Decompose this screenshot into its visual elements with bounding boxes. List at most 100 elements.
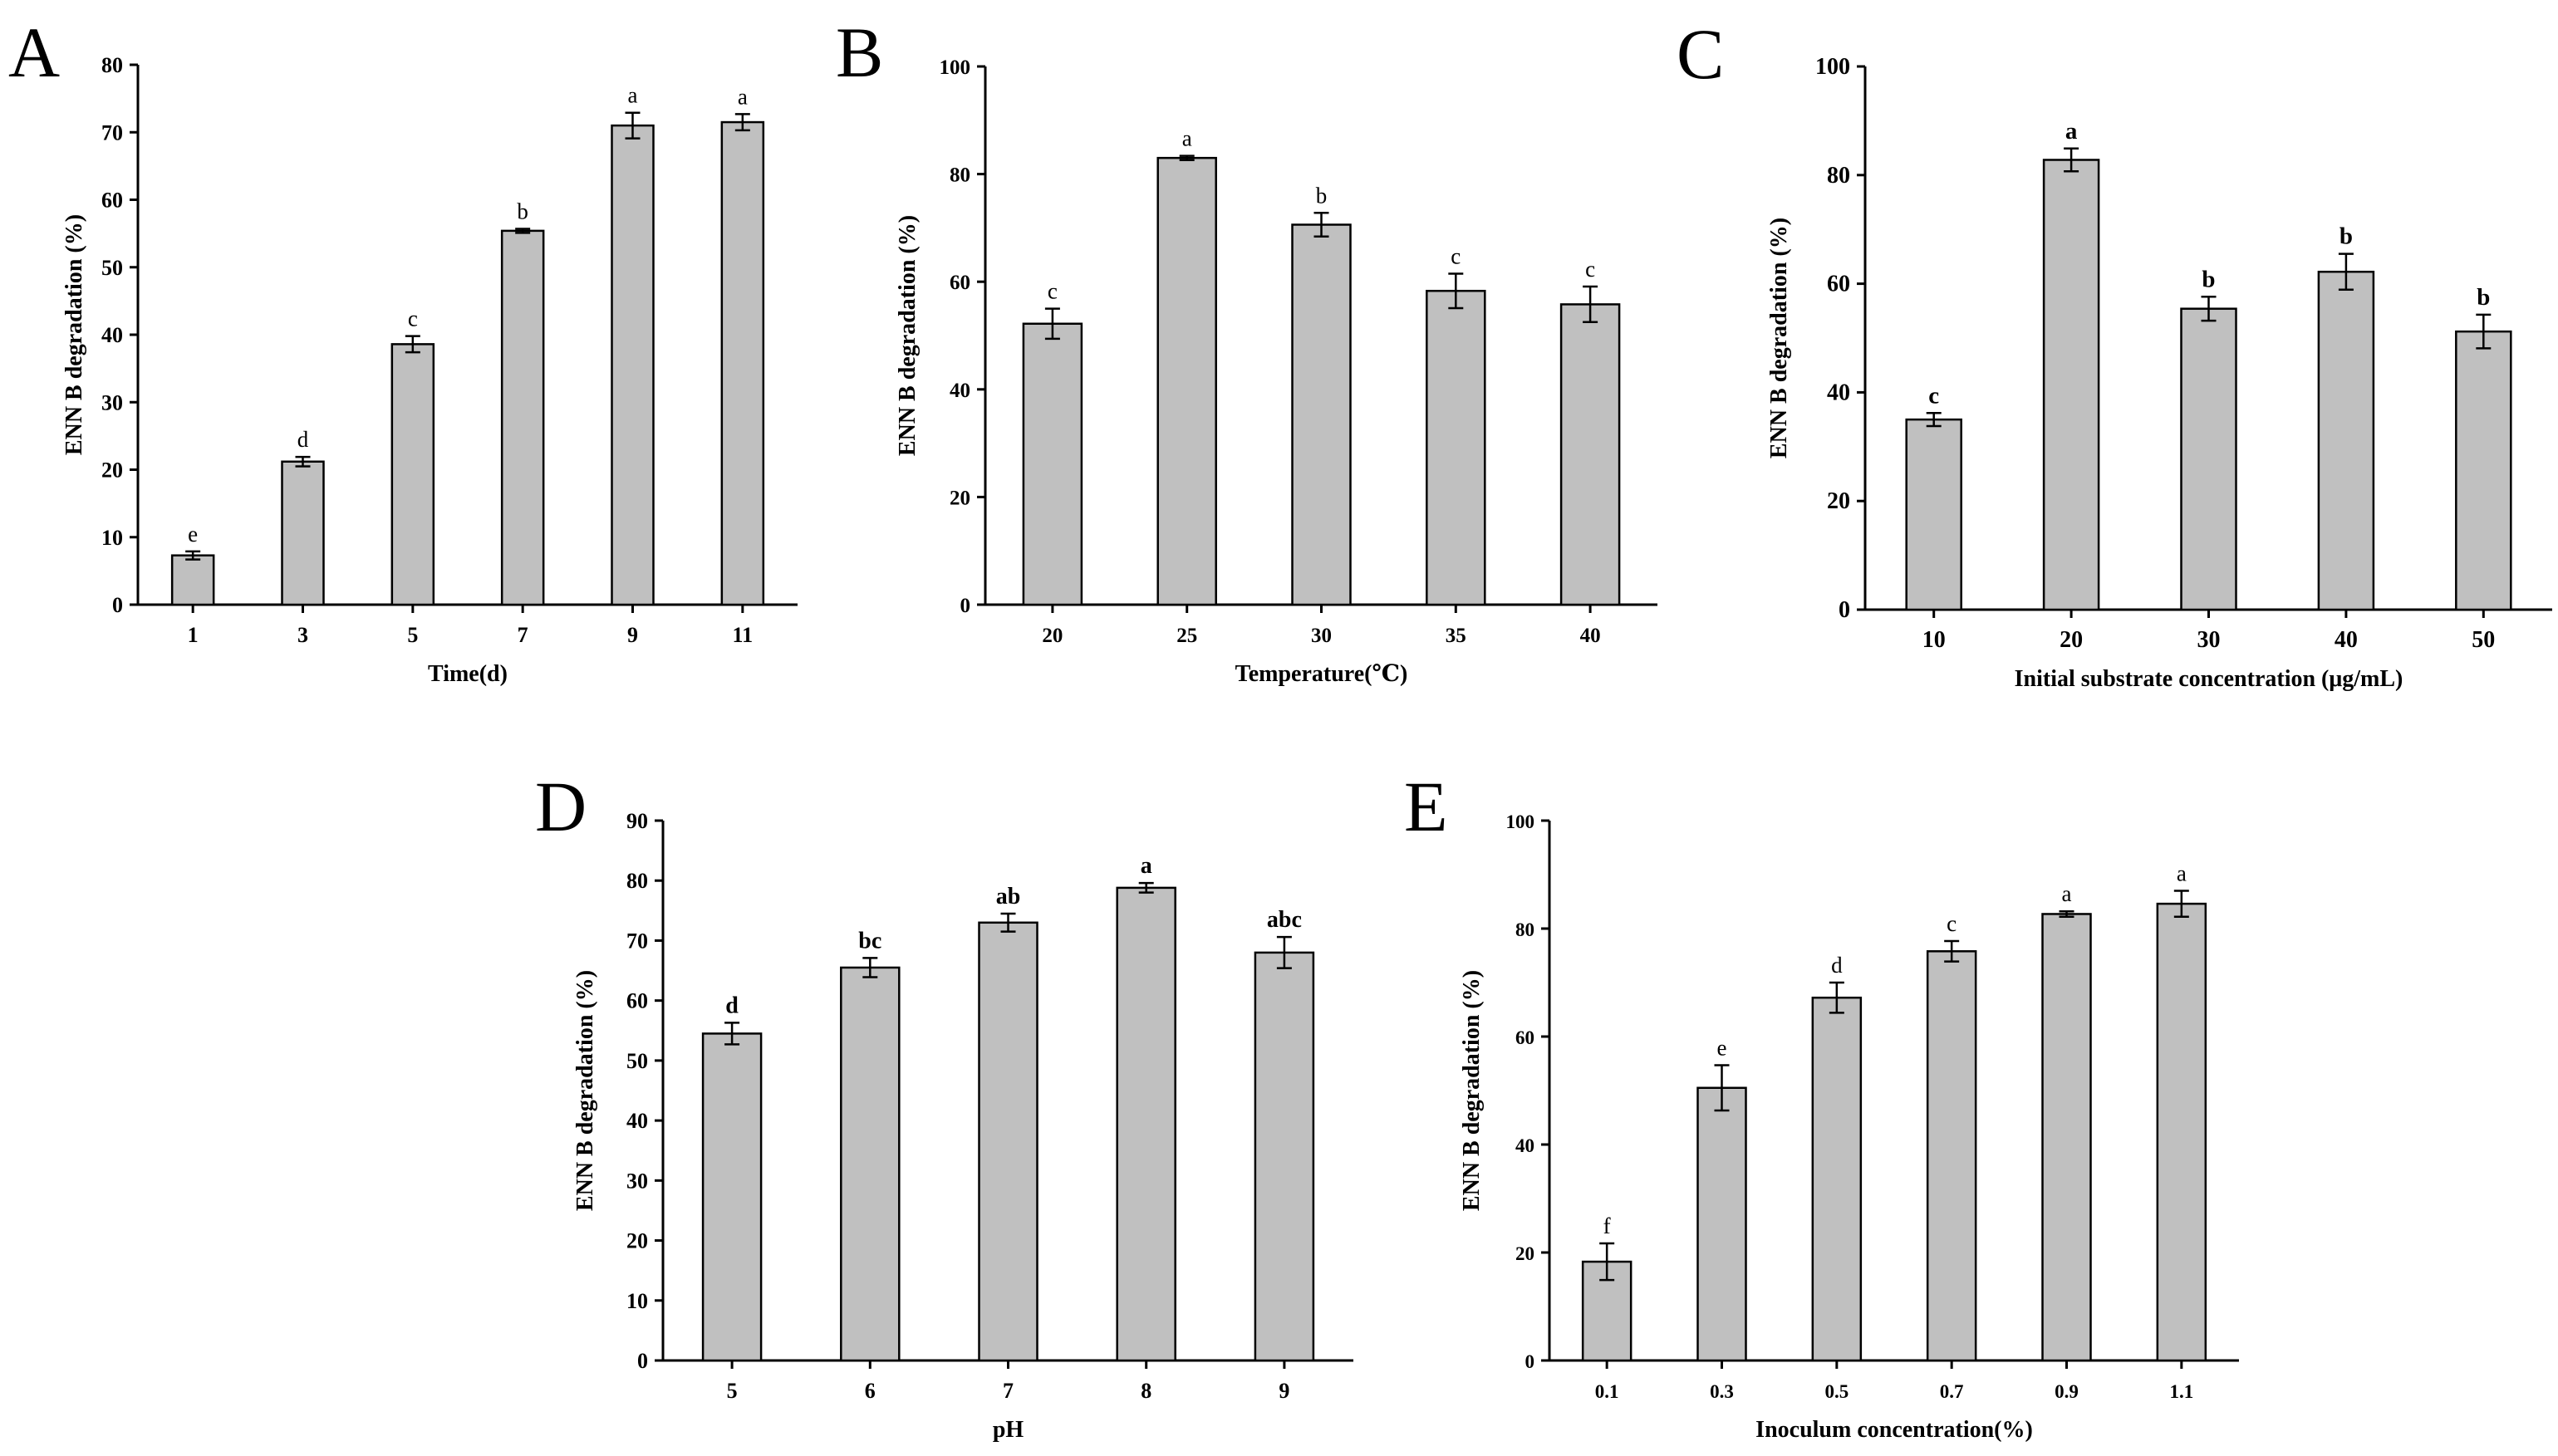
bar — [170, 554, 215, 606]
y-tick-label: 20 — [950, 487, 970, 509]
chart-panel-a: A 0 10 20 30 40 50 60 70 80 e 1 d 3 c 5 b 7 a 9 a 11 Time(d) EN… — [8, 12, 798, 687]
panel-label: B — [836, 12, 883, 92]
significance-label: c — [1048, 279, 1058, 304]
y-tick-label: 80 — [950, 164, 970, 187]
significance-label: e — [188, 522, 198, 547]
y-tick-label: 60 — [1827, 272, 1850, 297]
y-tick-label: 60 — [1515, 1027, 1534, 1048]
bar — [500, 229, 545, 606]
y-tick-label: 0 — [1839, 597, 1850, 623]
significance-label: c — [1928, 382, 1939, 409]
panel-label: D — [535, 767, 587, 846]
y-tick-label: 40 — [1827, 380, 1850, 405]
significance-label: d — [1831, 953, 1843, 978]
y-tick-label: 50 — [626, 1049, 648, 1073]
bar — [2042, 159, 2100, 611]
bar — [281, 460, 325, 606]
significance-label: b — [517, 199, 528, 223]
y-tick-label: 90 — [626, 809, 648, 833]
x-tick-label: 0.3 — [1710, 1381, 1734, 1402]
y-tick-label: 70 — [626, 929, 648, 953]
x-tick-label: 40 — [1580, 625, 1601, 647]
x-tick-label: 6 — [865, 1379, 876, 1403]
y-axis-title: ENN B degradation (%) — [572, 970, 598, 1211]
bar — [1559, 303, 1621, 606]
x-tick-label: 25 — [1176, 625, 1197, 647]
x-tick-label: 30 — [2197, 627, 2221, 653]
bar — [701, 1032, 763, 1362]
y-axis-title: ENN B degradation (%) — [1459, 970, 1485, 1211]
y-tick-label: 80 — [1827, 163, 1850, 189]
chart-panel-c: C 0 20 40 60 80 100 c 10 a 20 b 30 b 40 b 50 Initial subs… — [1677, 14, 2552, 692]
bar — [1254, 951, 1315, 1362]
significance-label: b — [2202, 266, 2215, 292]
x-tick-label: 1.1 — [2169, 1381, 2193, 1402]
bar — [1022, 322, 1083, 606]
y-tick-label: 30 — [101, 390, 123, 414]
x-tick-label: 8 — [1141, 1379, 1151, 1403]
y-tick-label: 30 — [626, 1169, 648, 1193]
significance-label: a — [1182, 126, 1192, 151]
significance-label: c — [408, 306, 418, 331]
x-tick-label: 7 — [518, 623, 528, 647]
significance-label: a — [628, 83, 638, 108]
significance-label: a — [2177, 861, 2187, 886]
y-tick-label: 100 — [1506, 811, 1535, 832]
x-tick-label: 11 — [733, 623, 754, 647]
significance-label: b — [1316, 183, 1328, 208]
bar — [1426, 289, 1486, 606]
y-tick-label: 80 — [1515, 919, 1534, 940]
significance-label: d — [725, 993, 739, 1018]
x-axis-title: Inoculum concentration(%) — [1755, 1417, 2033, 1443]
y-tick-label: 40 — [1515, 1135, 1534, 1156]
bar — [720, 120, 765, 606]
x-tick-label: 20 — [2060, 627, 2083, 653]
y-tick-label: 60 — [950, 272, 970, 294]
y-tick-label: 40 — [626, 1109, 648, 1133]
significance-label: c — [1947, 911, 1957, 936]
x-tick-label: 5 — [727, 1379, 738, 1403]
x-tick-label: 35 — [1446, 625, 1466, 647]
y-tick-label: 70 — [101, 120, 123, 145]
x-tick-label: 0.7 — [1940, 1381, 1964, 1402]
panel-label: C — [1677, 14, 1724, 94]
y-tick-label: 50 — [101, 256, 123, 280]
significance-label: ab — [996, 884, 1021, 909]
y-tick-label: 100 — [1815, 54, 1850, 80]
y-tick-label: 40 — [101, 323, 123, 347]
significance-label: d — [297, 427, 309, 452]
x-tick-label: 50 — [2472, 627, 2495, 653]
significance-label: c — [1451, 243, 1461, 268]
y-tick-label: 60 — [626, 989, 648, 1013]
x-axis-title: pH — [993, 1417, 1024, 1443]
y-tick-label: 100 — [940, 56, 971, 79]
y-tick-label: 60 — [101, 189, 123, 213]
x-tick-label: 20 — [1042, 625, 1063, 647]
bar — [1156, 156, 1217, 606]
y-tick-label: 20 — [1827, 488, 1850, 514]
y-tick-label: 40 — [950, 380, 970, 402]
y-tick-label: 10 — [101, 526, 123, 550]
panel-label: E — [1404, 767, 1448, 846]
x-tick-label: 5 — [407, 623, 418, 647]
x-tick-label: 7 — [1003, 1379, 1014, 1403]
significance-label: f — [1603, 1213, 1611, 1238]
bar — [2455, 330, 2512, 611]
bar — [1926, 950, 1977, 1362]
x-tick-label: 1 — [188, 623, 199, 647]
chart-panel-e: E 0 20 40 60 80 100 f 0.1 e 0.3 d 0.5 c 0.7 a 0.9 a 1.1 Ino… — [1404, 767, 2239, 1443]
x-tick-label: 0.1 — [1595, 1381, 1619, 1402]
x-tick-label: 40 — [2335, 627, 2358, 653]
significance-label: b — [2340, 223, 2353, 250]
y-tick-label: 10 — [626, 1289, 648, 1313]
x-axis-title: Temperature(℃) — [1235, 661, 1408, 687]
significance-label: abc — [1267, 907, 1302, 933]
bar — [978, 921, 1038, 1362]
significance-label: c — [1585, 257, 1595, 282]
y-tick-label: 80 — [101, 53, 123, 77]
x-axis-title: Initial substrate concentration (μg/mL) — [2015, 666, 2403, 692]
x-tick-label: 0.5 — [1824, 1381, 1849, 1402]
y-tick-label: 80 — [626, 869, 648, 893]
bar — [2317, 270, 2375, 611]
